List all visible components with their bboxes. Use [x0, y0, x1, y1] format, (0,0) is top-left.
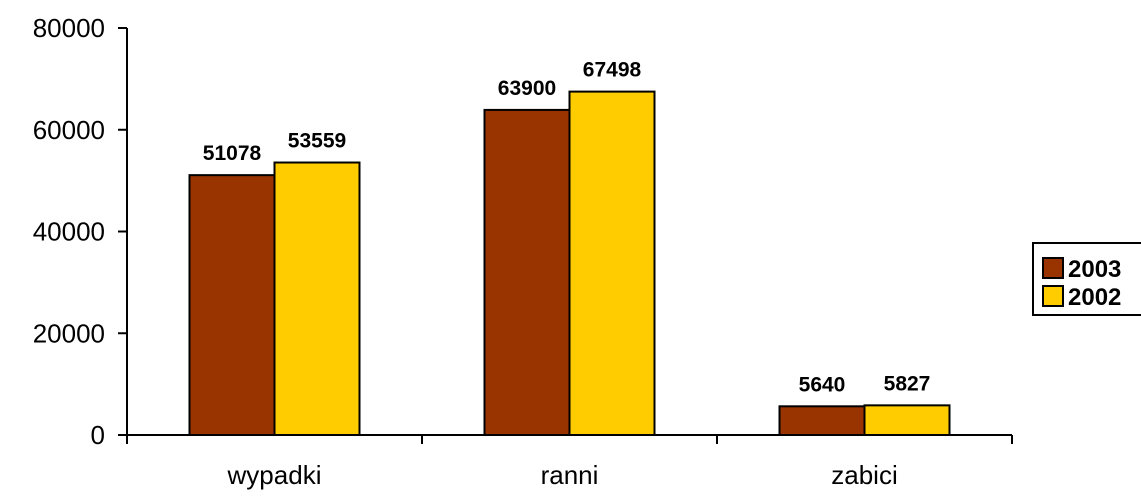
category-label-wypadki: wypadki [227, 460, 322, 490]
bar-2002-wypadki [273, 161, 361, 436]
bars [188, 90, 951, 437]
data-label-2002-ranni: 67498 [583, 59, 642, 82]
y-axis-ticks: 0 20000 40000 60000 80000 [33, 13, 127, 450]
plot-area: 0 20000 40000 60000 80000 51078 53559 63900 674… [33, 13, 1013, 490]
legend-label-2002: 2002 [1068, 284, 1121, 311]
data-labels: 51078 53559 63900 67498 5640 5827 [203, 59, 931, 397]
bar-2003-ranni [483, 108, 571, 436]
bar-2003-wypadki [188, 174, 276, 436]
data-label-2003-ranni: 63900 [498, 77, 556, 100]
data-label-2003-zabici: 5640 [799, 373, 846, 396]
legend-swatch-2002 [1042, 285, 1064, 307]
legend-label-2003: 2003 [1068, 256, 1121, 283]
bar-2002-zabici [863, 404, 951, 436]
x-axis-ticks [126, 435, 1013, 444]
bar-2003-zabici [778, 405, 866, 436]
category-labels: wypadki ranni zabici [227, 460, 898, 490]
data-label-2002-zabici: 5827 [884, 372, 931, 395]
data-label-2002-wypadki: 53559 [288, 130, 346, 153]
data-label-2003-wypadki: 51078 [203, 142, 262, 165]
category-label-zabici: zabici [831, 460, 897, 490]
legend-swatch-2003 [1042, 257, 1064, 279]
y-tick-label: 60000 [33, 115, 105, 145]
y-tick-label: 80000 [33, 13, 105, 43]
bar-2002-ranni [568, 90, 656, 437]
y-tick-label: 40000 [33, 217, 105, 247]
y-tick-label: 20000 [33, 318, 105, 348]
category-label-ranni: ranni [541, 460, 599, 490]
y-tick-label: 0 [91, 420, 105, 450]
